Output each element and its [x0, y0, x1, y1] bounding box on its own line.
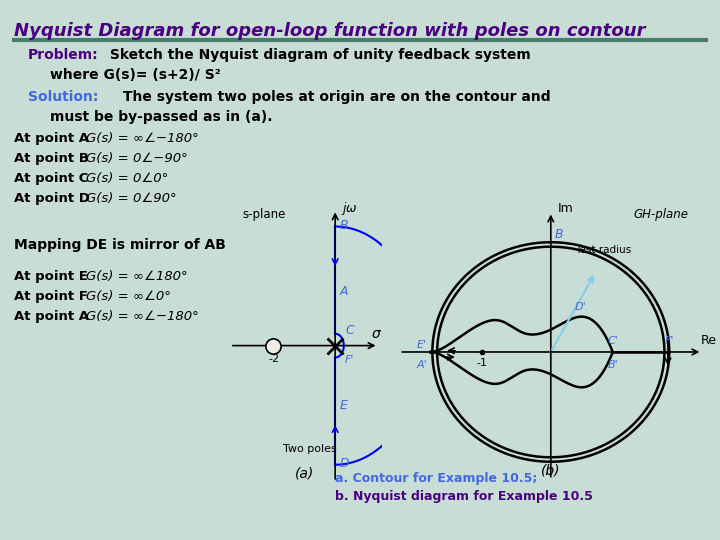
- Text: At point C: At point C: [14, 172, 93, 185]
- Text: Re: Re: [701, 334, 717, 347]
- Text: E: E: [340, 400, 348, 413]
- Text: At point F: At point F: [14, 290, 92, 303]
- Text: At point D: At point D: [14, 192, 94, 205]
- Text: B: B: [554, 228, 563, 241]
- Text: (b): (b): [541, 463, 561, 477]
- Text: Two poles: Two poles: [282, 444, 336, 454]
- Text: Nyquist Diagram for open-loop function with poles on contour: Nyquist Diagram for open-loop function w…: [14, 22, 646, 40]
- Text: At point A: At point A: [14, 310, 94, 323]
- Text: Test radius: Test radius: [575, 245, 631, 255]
- Text: where G(s)= (s+2)/ S²: where G(s)= (s+2)/ S²: [50, 68, 221, 82]
- Text: G(s) = ∞∠180°: G(s) = ∞∠180°: [86, 270, 187, 283]
- Text: Im: Im: [558, 201, 573, 214]
- Text: $\sigma$: $\sigma$: [372, 327, 382, 341]
- Text: G(s) = ∞∠−180°: G(s) = ∞∠−180°: [86, 310, 198, 323]
- Text: s-plane: s-plane: [243, 208, 286, 221]
- Text: a. Contour for Example 10.5;: a. Contour for Example 10.5;: [335, 472, 537, 485]
- Text: G(s) = 0∠0°: G(s) = 0∠0°: [86, 172, 168, 185]
- Text: G(s) = ∞∠0°: G(s) = ∞∠0°: [86, 290, 171, 303]
- Text: C': C': [607, 336, 618, 346]
- Text: B': B': [607, 360, 618, 370]
- Text: At point E: At point E: [14, 270, 92, 283]
- Text: F': F': [345, 355, 354, 366]
- Text: -2: -2: [269, 354, 280, 364]
- Text: F': F': [665, 336, 674, 346]
- Text: GH-plane: GH-plane: [634, 208, 688, 221]
- Text: Mapping DE is mirror of AB: Mapping DE is mirror of AB: [14, 238, 226, 252]
- Text: B: B: [340, 219, 348, 232]
- Text: must be by-passed as in (a).: must be by-passed as in (a).: [50, 110, 272, 124]
- Text: E': E': [416, 340, 426, 350]
- Text: Problem:: Problem:: [28, 48, 99, 62]
- Text: C: C: [345, 323, 354, 336]
- Text: A: A: [340, 285, 348, 298]
- Text: The system two poles at origin are on the contour and: The system two poles at origin are on th…: [118, 90, 551, 104]
- Text: G(s) = 0∠−90°: G(s) = 0∠−90°: [86, 152, 187, 165]
- Text: Solution:: Solution:: [28, 90, 99, 104]
- Text: D': D': [575, 302, 587, 313]
- Text: Sketch the Nyquist diagram of unity feedback system: Sketch the Nyquist diagram of unity feed…: [105, 48, 531, 62]
- Text: At point A: At point A: [14, 132, 94, 145]
- Text: b. Nyquist diagram for Example 10.5: b. Nyquist diagram for Example 10.5: [335, 490, 593, 503]
- Text: $j\omega$: $j\omega$: [341, 200, 358, 217]
- Text: At point B: At point B: [14, 152, 94, 165]
- Text: D: D: [340, 457, 349, 470]
- Text: (a): (a): [294, 467, 314, 481]
- Text: G(s) = 0∠90°: G(s) = 0∠90°: [86, 192, 176, 205]
- Text: A': A': [416, 360, 427, 370]
- Text: G(s) = ∞∠−180°: G(s) = ∞∠−180°: [86, 132, 198, 145]
- Text: -1: -1: [477, 358, 487, 368]
